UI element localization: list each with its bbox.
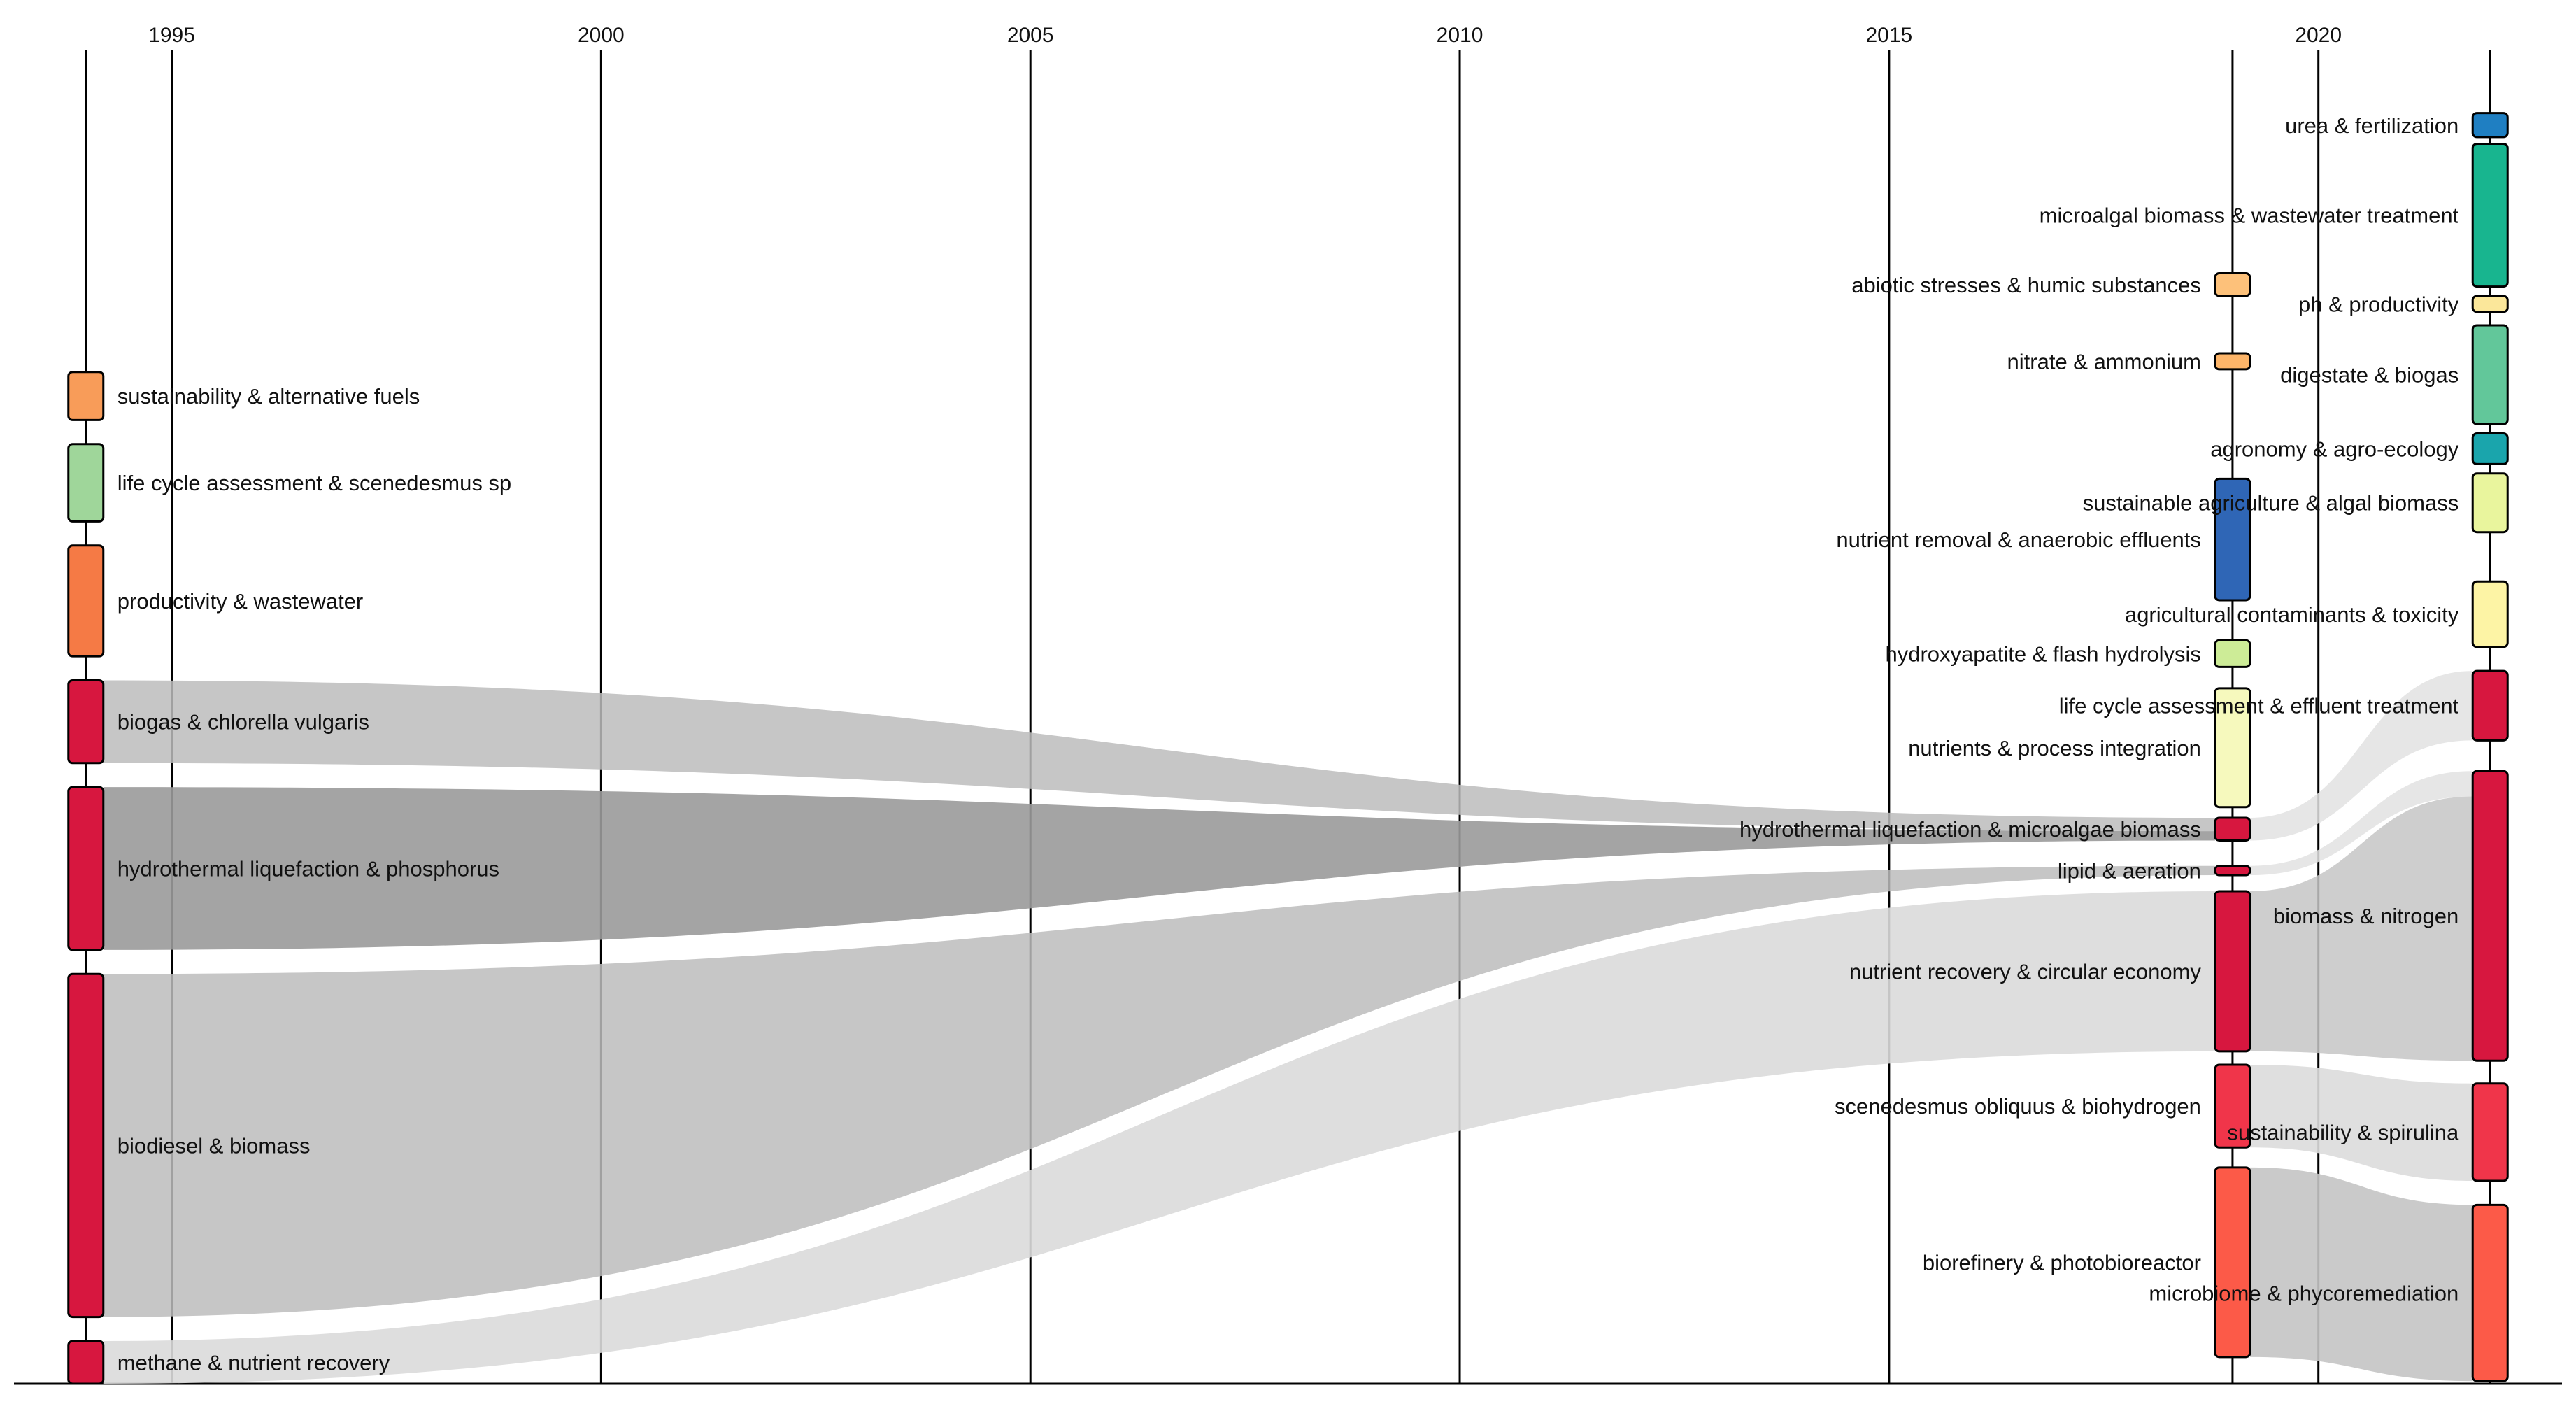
node-digestate_biogas xyxy=(2471,324,2509,425)
node-biodiesel_biomass xyxy=(67,972,105,1319)
node-label-urea_fertilization: urea & fertilization xyxy=(2285,113,2458,138)
flows xyxy=(103,671,2473,1384)
node-nitrate_ammonium xyxy=(2214,352,2251,371)
node-label-biogas_chlorella: biogas & chlorella vulgaris xyxy=(118,710,369,735)
flow-biodiesel_biomass-to-lipid_aeration xyxy=(103,865,2215,1317)
node-label-sust_ag_algal: sustainable agriculture & algal biomass xyxy=(2083,491,2459,516)
nodes xyxy=(67,112,2509,1385)
node-methane_nutrient xyxy=(67,1340,105,1385)
node-label-agronomy_agroecology: agronomy & agro-ecology xyxy=(2210,437,2458,461)
node-microalgal_wastewater xyxy=(2471,142,2509,288)
node-lca_effluent xyxy=(2471,669,2509,742)
node-label-sustainability_spirulina: sustainability & spirulina xyxy=(2227,1120,2459,1144)
node-label-ph_productivity: ph & productivity xyxy=(2298,292,2459,316)
year-label-2000: 2000 xyxy=(578,24,625,47)
node-label-ag_contaminants_toxicity: agricultural contaminants & toxicity xyxy=(2125,602,2459,627)
year-label-2005: 2005 xyxy=(1007,24,1054,47)
node-label-htl_microalgae: hydrothermal liquefaction & microalgae b… xyxy=(1739,817,2201,842)
node-agronomy_agroecology xyxy=(2471,432,2509,465)
year-tick-labels: 1995 2000 2005 2010 2015 2020 xyxy=(148,24,2342,47)
node-labels: sustainability & alternative fuels life c… xyxy=(118,113,2459,1375)
node-label-nutrient_recovery_circular: nutrient recovery & circular economy xyxy=(1849,959,2202,984)
node-label-lca_scenedesmus: life cycle assessment & scenedesmus sp xyxy=(118,471,511,495)
node-scenedesmus_biohydrogen xyxy=(2214,1063,2251,1149)
flow-htl_microalgae-to-lca_effluent xyxy=(2249,671,2473,841)
node-sustainability_spirulina xyxy=(2471,1082,2509,1182)
node-label-productivity_wastewater: productivity & wastewater xyxy=(118,589,363,614)
node-htl_microalgae xyxy=(2214,816,2251,842)
node-abiotic_humic xyxy=(2214,272,2251,297)
node-nutrient_removal_anaerobic xyxy=(2214,477,2251,602)
year-label-1995: 1995 xyxy=(148,24,195,47)
node-lca_scenedesmus xyxy=(67,443,105,523)
flow-lipid_aeration-to-biomass_nitrogen xyxy=(2249,771,2473,876)
node-hydroxyapatite_flash xyxy=(2214,639,2251,668)
flow-methane_nutrient-to-nutrient_recovery_circular xyxy=(103,891,2215,1384)
node-label-nutrients_process: nutrients & process integration xyxy=(1908,736,2201,760)
flow-nutrient_recovery_circular-to-biomass_nitrogen xyxy=(2249,796,2473,1061)
node-nutrients_process xyxy=(2214,687,2251,809)
node-label-nutrient_removal_anaerobic: nutrient removal & anaerobic effluents xyxy=(1836,527,2201,552)
flow-htl_phosphorus-to-htl_microalgae xyxy=(103,787,2215,950)
node-urea_fertilization xyxy=(2471,112,2509,139)
node-ph_productivity xyxy=(2471,295,2509,313)
node-htl_phosphorus xyxy=(67,786,105,951)
node-ag_contaminants_toxicity xyxy=(2471,580,2509,648)
node-label-abiotic_humic: abiotic stresses & humic substances xyxy=(1851,273,2201,297)
node-microbiome_phycoremediation xyxy=(2471,1203,2509,1382)
node-lipid_aeration xyxy=(2214,865,2251,877)
gridlines xyxy=(14,50,2562,1385)
node-label-lca_effluent: life cycle assessment & effluent treatme… xyxy=(2059,694,2459,718)
node-label-microbiome_phycoremediation: microbiome & phycoremediation xyxy=(2149,1281,2458,1305)
node-label-hydroxyapatite_flash: hydroxyapatite & flash hydrolysis xyxy=(1885,641,2200,666)
node-biomass_nitrogen xyxy=(2471,770,2509,1062)
year-label-2020: 2020 xyxy=(2295,24,2342,47)
flow-biorefinery_pbr-to-microbiome_phycoremediation xyxy=(2249,1167,2473,1382)
year-label-2015: 2015 xyxy=(1865,24,1912,47)
node-sustainability_alt_fuels xyxy=(67,371,105,421)
node-label-biorefinery_pbr: biorefinery & photobioreactor xyxy=(1923,1250,2201,1275)
node-label-biodiesel_biomass: biodiesel & biomass xyxy=(118,1133,311,1158)
node-label-lipid_aeration: lipid & aeration xyxy=(2058,858,2201,883)
node-label-scenedesmus_biohydrogen: scenedesmus obliquus & biohydrogen xyxy=(1835,1094,2201,1119)
node-biorefinery_pbr xyxy=(2214,1166,2251,1359)
node-sust_ag_algal xyxy=(2471,472,2509,534)
year-label-2010: 2010 xyxy=(1437,24,1483,47)
flow-scenedesmus_biohydrogen-to-sustainability_spirulina xyxy=(2249,1064,2473,1181)
node-label-sustainability_alt_fuels: sustainability & alternative fuels xyxy=(118,384,420,409)
node-biogas_chlorella xyxy=(67,679,105,765)
node-label-biomass_nitrogen: biomass & nitrogen xyxy=(2273,904,2458,928)
node-productivity_wastewater xyxy=(67,544,105,658)
node-label-htl_phosphorus: hydrothermal liquefaction & phosphorus xyxy=(118,857,499,881)
flow-biogas_chlorella-to-htl_microalgae xyxy=(103,680,2215,832)
node-label-microalgal_wastewater: microalgal biomass & wastewater treatmen… xyxy=(2040,204,2459,228)
node-label-methane_nutrient: methane & nutrient recovery xyxy=(118,1350,390,1375)
node-label-nitrate_ammonium: nitrate & ammonium xyxy=(2007,349,2201,374)
node-label-digestate_biogas: digestate & biogas xyxy=(2280,363,2458,388)
node-nutrient_recovery_circular xyxy=(2214,890,2251,1053)
